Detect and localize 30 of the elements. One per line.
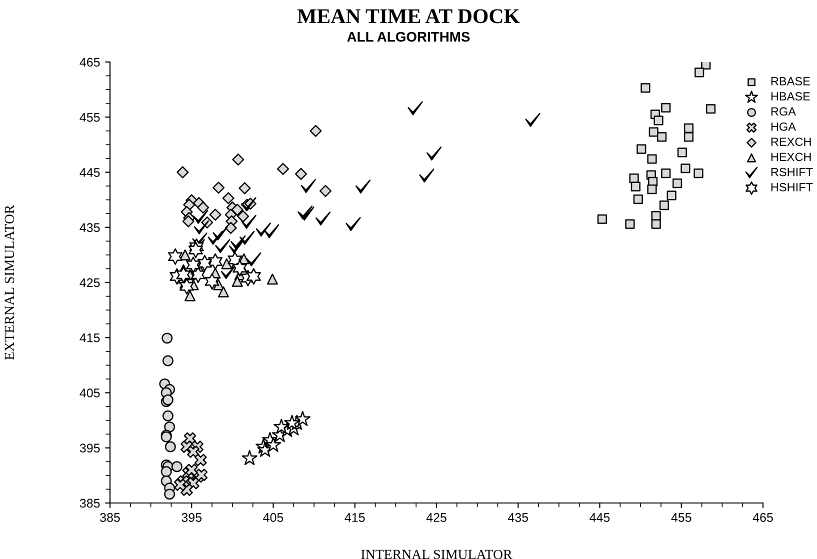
y-tick-label: 415 bbox=[80, 334, 100, 342]
y-tick-label: 435 bbox=[80, 223, 100, 232]
legend-label: RGA bbox=[771, 107, 796, 116]
legend-label: HSHIFT bbox=[771, 182, 813, 192]
legend-label: RSHIFT bbox=[771, 168, 813, 176]
y-tick-label: 405 bbox=[80, 388, 100, 398]
x-tick-label: 395 bbox=[182, 513, 202, 522]
legend-label: REXCH bbox=[771, 138, 811, 146]
y-tick-label: 425 bbox=[80, 278, 100, 288]
y-tick-label: 465 bbox=[80, 58, 100, 67]
x-axis-title: INTERNAL SIMULATOR bbox=[361, 550, 512, 559]
x-tick-label: 415 bbox=[344, 513, 365, 522]
x-tick-label: 425 bbox=[426, 513, 446, 522]
chart-subtitle: ALL ALGORITHMS bbox=[347, 32, 470, 42]
legend-label: RBASE bbox=[771, 77, 810, 86]
x-tick-label: 405 bbox=[263, 513, 284, 522]
y-tick-label: 455 bbox=[80, 113, 100, 122]
chart-title: MEAN TIME AT DOCK bbox=[297, 9, 520, 24]
x-tick-label: 385 bbox=[100, 513, 120, 522]
x-tick-label: 435 bbox=[508, 513, 528, 522]
legend-label: HBASE bbox=[771, 92, 810, 101]
x-tick-label: 465 bbox=[752, 513, 773, 522]
y-tick-label: 445 bbox=[80, 168, 100, 177]
x-tick-label: 445 bbox=[590, 513, 610, 522]
y-tick-label: 395 bbox=[80, 444, 100, 453]
legend-label: HEXCH bbox=[771, 152, 811, 162]
legend-label: HGA bbox=[771, 122, 796, 131]
y-axis-title: EXTERNAL SIMULATOR bbox=[4, 204, 14, 360]
y-tick-label: 385 bbox=[80, 498, 100, 508]
x-tick-label: 455 bbox=[671, 513, 692, 522]
